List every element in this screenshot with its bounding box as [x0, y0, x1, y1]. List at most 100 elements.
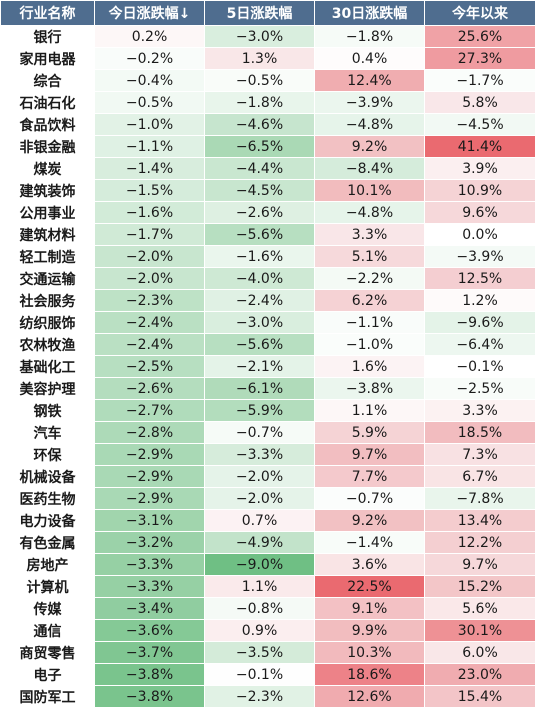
ytd-change-cell: 0.0% [425, 224, 535, 246]
today-change-cell: −2.8% [95, 422, 205, 444]
ytd-change-cell: −7.8% [425, 488, 535, 510]
table-row: 计算机−3.3%1.1%22.5%15.2% [1, 576, 535, 598]
today-change-cell: −2.4% [95, 312, 205, 334]
30day-change-cell: 3.6% [315, 554, 425, 576]
header-5day-change[interactable]: 5日涨跌幅 [205, 1, 315, 26]
table-row: 机械设备−2.9%−2.0%7.7%6.7% [1, 466, 535, 488]
ytd-change-cell: 3.9% [425, 158, 535, 180]
30day-change-cell: −1.1% [315, 312, 425, 334]
industry-name-cell: 计算机 [1, 576, 95, 598]
table-row: 有色金属−3.2%−4.9%−1.4%12.2% [1, 532, 535, 554]
ytd-change-cell: 30.1% [425, 620, 535, 642]
header-30day-change[interactable]: 30日涨跌幅 [315, 1, 425, 26]
today-change-cell: −2.0% [95, 246, 205, 268]
today-change-cell: −1.5% [95, 180, 205, 202]
table-row: 基础化工−2.5%−2.1%1.6%−0.1% [1, 356, 535, 378]
30day-change-cell: −1.0% [315, 334, 425, 356]
5day-change-cell: −4.5% [205, 180, 315, 202]
30day-change-cell: −2.2% [315, 268, 425, 290]
30day-change-cell: 12.4% [315, 70, 425, 92]
header-industry-name[interactable]: 行业名称 [1, 1, 95, 26]
30day-change-cell: −0.7% [315, 488, 425, 510]
today-change-cell: −0.2% [95, 48, 205, 70]
table-row: 综合−0.4%−0.5%12.4%−1.7% [1, 70, 535, 92]
header-ytd-change[interactable]: 今年以来 [425, 1, 535, 26]
industry-name-cell: 美容护理 [1, 378, 95, 400]
ytd-change-cell: −2.5% [425, 378, 535, 400]
table-row: 轻工制造−2.0%−1.6%5.1%−3.9% [1, 246, 535, 268]
industry-name-cell: 石油石化 [1, 92, 95, 114]
today-change-cell: −3.3% [95, 554, 205, 576]
today-change-cell: −0.5% [95, 92, 205, 114]
today-change-cell: −2.9% [95, 488, 205, 510]
industry-name-cell: 纺织服饰 [1, 312, 95, 334]
ytd-change-cell: −6.4% [425, 334, 535, 356]
header-today-change[interactable]: 今日涨跌幅↓ [95, 1, 205, 26]
5day-change-cell: −2.4% [205, 290, 315, 312]
ytd-change-cell: 9.6% [425, 202, 535, 224]
30day-change-cell: −3.8% [315, 378, 425, 400]
30day-change-cell: 22.5% [315, 576, 425, 598]
industry-name-cell: 商贸零售 [1, 642, 95, 664]
5day-change-cell: 1.1% [205, 576, 315, 598]
5day-change-cell: −6.1% [205, 378, 315, 400]
table-row: 建筑材料−1.7%−5.6%3.3%0.0% [1, 224, 535, 246]
ytd-change-cell: 5.6% [425, 598, 535, 620]
table-row: 通信−3.6%0.9%9.9%30.1% [1, 620, 535, 642]
table-row: 食品饮料−1.0%−4.6%−4.8%−4.5% [1, 114, 535, 136]
table-row: 社会服务−2.3%−2.4%6.2%1.2% [1, 290, 535, 312]
table-row: 农林牧渔−2.4%−5.6%−1.0%−6.4% [1, 334, 535, 356]
industry-name-cell: 基础化工 [1, 356, 95, 378]
industry-name-cell: 建筑材料 [1, 224, 95, 246]
5day-change-cell: −5.9% [205, 400, 315, 422]
industry-name-cell: 综合 [1, 70, 95, 92]
industry-name-cell: 交通运输 [1, 268, 95, 290]
industry-name-cell: 汽车 [1, 422, 95, 444]
30day-change-cell: 5.1% [315, 246, 425, 268]
header-row: 行业名称 今日涨跌幅↓ 5日涨跌幅 30日涨跌幅 今年以来 [1, 1, 535, 26]
industry-name-cell: 农林牧渔 [1, 334, 95, 356]
30day-change-cell: 6.2% [315, 290, 425, 312]
30day-change-cell: 9.2% [315, 510, 425, 532]
30day-change-cell: 7.7% [315, 466, 425, 488]
30day-change-cell: −1.4% [315, 532, 425, 554]
today-change-cell: −2.4% [95, 334, 205, 356]
table-row: 家用电器−0.2%1.3%0.4%27.3% [1, 48, 535, 70]
5day-change-cell: −2.0% [205, 466, 315, 488]
ytd-change-cell: −3.9% [425, 246, 535, 268]
table-row: 美容护理−2.6%−6.1%−3.8%−2.5% [1, 378, 535, 400]
today-change-cell: −1.0% [95, 114, 205, 136]
30day-change-cell: 5.9% [315, 422, 425, 444]
table-row: 国防军工−3.8%−2.3%12.6%15.4% [1, 686, 535, 708]
30day-change-cell: 10.3% [315, 642, 425, 664]
table-row: 公用事业−1.6%−2.6%−4.8%9.6% [1, 202, 535, 224]
ytd-change-cell: 6.7% [425, 466, 535, 488]
table-row: 石油石化−0.5%−1.8%−3.9%5.8% [1, 92, 535, 114]
5day-change-cell: −5.6% [205, 224, 315, 246]
industry-name-cell: 钢铁 [1, 400, 95, 422]
industry-name-cell: 有色金属 [1, 532, 95, 554]
30day-change-cell: −4.8% [315, 202, 425, 224]
30day-change-cell: 9.1% [315, 598, 425, 620]
today-change-cell: −3.1% [95, 510, 205, 532]
industry-name-cell: 轻工制造 [1, 246, 95, 268]
today-change-cell: −2.6% [95, 378, 205, 400]
5day-change-cell: −3.0% [205, 26, 315, 48]
today-change-cell: −3.7% [95, 642, 205, 664]
30day-change-cell: 9.2% [315, 136, 425, 158]
ytd-change-cell: 18.5% [425, 422, 535, 444]
ytd-change-cell: 25.6% [425, 26, 535, 48]
ytd-change-cell: 12.2% [425, 532, 535, 554]
table-row: 煤炭−1.4%−4.4%−8.4%3.9% [1, 158, 535, 180]
industry-name-cell: 电子 [1, 664, 95, 686]
30day-change-cell: 9.9% [315, 620, 425, 642]
5day-change-cell: −0.7% [205, 422, 315, 444]
5day-change-cell: −0.1% [205, 664, 315, 686]
industry-name-cell: 机械设备 [1, 466, 95, 488]
ytd-change-cell: 15.2% [425, 576, 535, 598]
5day-change-cell: 1.3% [205, 48, 315, 70]
ytd-change-cell: 15.4% [425, 686, 535, 708]
30day-change-cell: −8.4% [315, 158, 425, 180]
